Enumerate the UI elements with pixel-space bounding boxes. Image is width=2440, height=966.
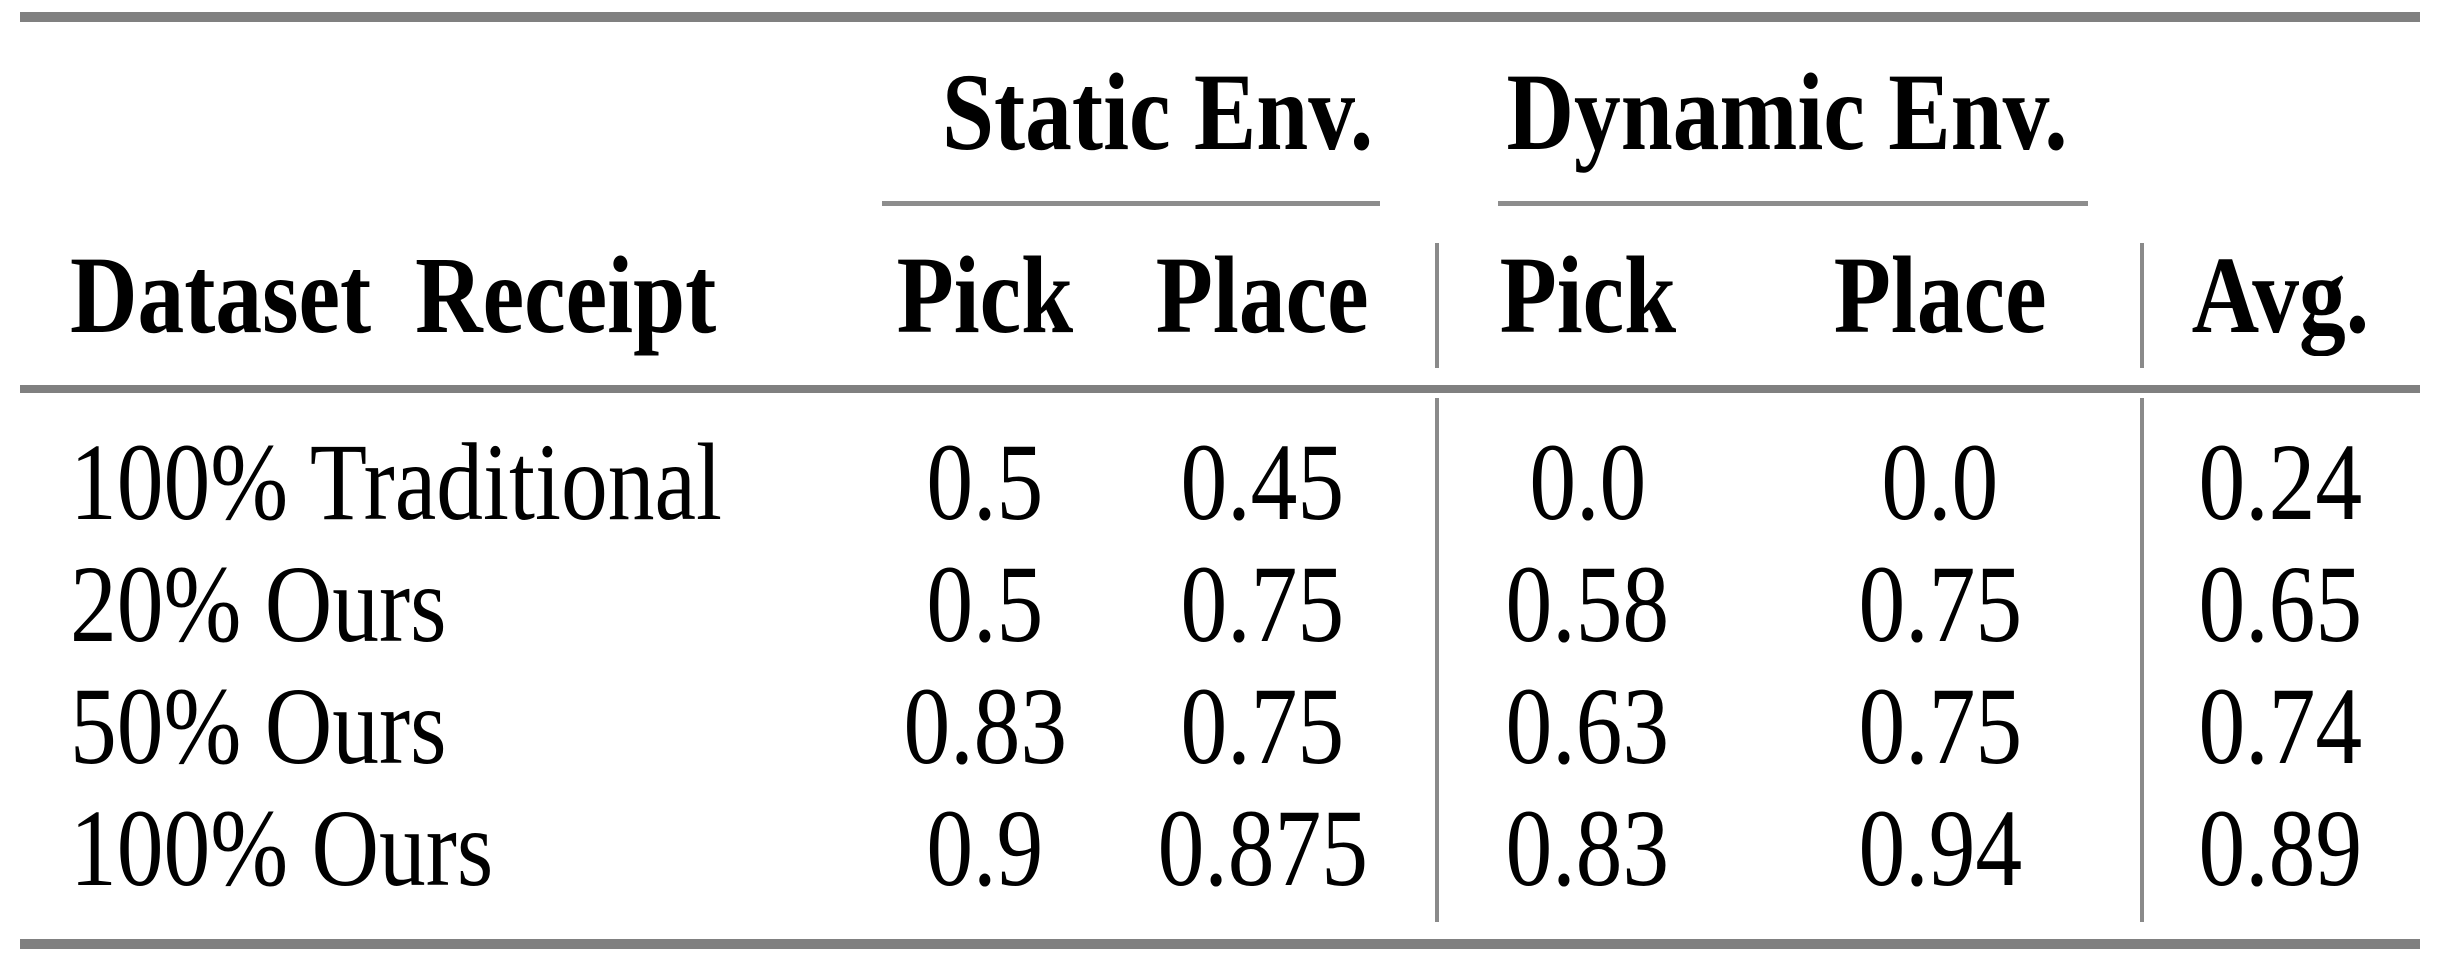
- table-top-rule: [20, 12, 2420, 22]
- col-header-label: Place: [1156, 234, 1369, 356]
- cell-static-place: 0.45: [1090, 421, 1435, 543]
- cell-avg: 0.74: [2140, 665, 2420, 787]
- cell-static-pick: 0.83: [880, 665, 1090, 787]
- cell-text: 0.58: [1505, 543, 1670, 665]
- table-row: 100% Traditional 0.5 0.45 0.0 0.0 0.24: [20, 421, 2420, 543]
- col-group-dynamic-env: Dynamic Env.: [1435, 23, 2140, 200]
- table-mid-rule: [20, 385, 2420, 393]
- static-env-underline-rule: [882, 201, 1380, 206]
- cell-dynamic-place: 0.0: [1740, 421, 2140, 543]
- cell-text: 0.5: [926, 543, 1044, 665]
- cell-dynamic-place: 0.75: [1740, 543, 2140, 665]
- cell-text: 0.94: [1858, 787, 2022, 909]
- col-header-dataset-receipt: Dataset Receipt: [20, 205, 880, 385]
- cell-text: 0.45: [1180, 421, 1345, 543]
- cell-text: 0.9: [926, 787, 1044, 909]
- col-header-label: Avg.: [2191, 234, 2369, 356]
- cell-static-pick: 0.9: [880, 787, 1090, 909]
- cell-text: 0.875: [1157, 787, 1368, 909]
- cell-text: 0.63: [1505, 665, 1670, 787]
- vertical-separator-static-dynamic: [1435, 398, 1439, 922]
- cell-text: 100% Ours: [70, 787, 494, 909]
- cell-text: 0.83: [1505, 787, 1670, 909]
- cell-text: 0.74: [2198, 665, 2362, 787]
- cell-dataset: 20% Ours: [20, 543, 880, 665]
- dynamic-env-underline-rule: [1498, 201, 2088, 206]
- col-header-dynamic-pick: Pick: [1435, 205, 1740, 385]
- cell-avg: 0.89: [2140, 787, 2420, 909]
- cell-text: 0.5: [926, 421, 1044, 543]
- cell-dynamic-pick: 0.0: [1435, 421, 1740, 543]
- col-header-dynamic-place: Place: [1740, 205, 2140, 385]
- cell-dynamic-pick: 0.63: [1435, 665, 1740, 787]
- table-header-row: Dataset Receipt Pick Place Pick Place Av…: [20, 205, 2420, 385]
- cell-text: 20% Ours: [70, 543, 447, 665]
- cell-text: 0.83: [903, 665, 1067, 787]
- cell-static-place: 0.75: [1090, 543, 1435, 665]
- cell-static-pick: 0.5: [880, 543, 1090, 665]
- table-body: 100% Traditional 0.5 0.45 0.0 0.0 0.24 2…: [20, 421, 2420, 909]
- cell-dataset: 100% Traditional: [20, 421, 880, 543]
- col-group-label: Static Env.: [941, 50, 1374, 173]
- col-header-label: Pick: [896, 234, 1074, 356]
- cell-text: 0.89: [2198, 787, 2362, 909]
- table-row: 100% Ours 0.9 0.875 0.83 0.94 0.89: [20, 787, 2420, 909]
- cell-avg: 0.65: [2140, 543, 2420, 665]
- cell-static-place: 0.75: [1090, 665, 1435, 787]
- vertical-separator-dynamic-avg: [2140, 398, 2144, 922]
- cell-text: 0.0: [1529, 421, 1646, 543]
- cell-text: 0.65: [2198, 543, 2362, 665]
- cell-dynamic-place: 0.94: [1740, 787, 2140, 909]
- col-group-static-env: Static Env.: [880, 23, 1435, 200]
- cell-dynamic-pick: 0.83: [1435, 787, 1740, 909]
- cell-dynamic-pick: 0.58: [1435, 543, 1740, 665]
- table-bottom-rule: [20, 939, 2420, 949]
- cell-text: 0.75: [1180, 665, 1345, 787]
- table-row: 50% Ours 0.83 0.75 0.63 0.75 0.74: [20, 665, 2420, 787]
- cell-avg: 0.24: [2140, 421, 2420, 543]
- cell-text: 0.75: [1858, 543, 2022, 665]
- cell-static-place: 0.875: [1090, 787, 1435, 909]
- col-header-static-pick: Pick: [880, 205, 1090, 385]
- cell-text: 0.0: [1881, 421, 1999, 543]
- col-header-avg: Avg.: [2140, 205, 2420, 385]
- cell-text: 50% Ours: [70, 665, 447, 787]
- col-header-label: Pick: [1499, 234, 1676, 356]
- col-group-label: Dynamic Env.: [1506, 50, 2069, 173]
- cell-dataset: 100% Ours: [20, 787, 880, 909]
- cell-text: 100% Traditional: [70, 421, 722, 543]
- cell-text: 0.75: [1180, 543, 1345, 665]
- cell-dataset: 50% Ours: [20, 665, 880, 787]
- col-header-label: Place: [1833, 234, 2047, 356]
- cell-text: 0.24: [2198, 421, 2362, 543]
- vertical-separator-static-dynamic: [1435, 243, 1439, 368]
- vertical-separator-dynamic-avg: [2140, 243, 2144, 368]
- col-header-static-place: Place: [1090, 205, 1435, 385]
- cell-dynamic-place: 0.75: [1740, 665, 2140, 787]
- cell-static-pick: 0.5: [880, 421, 1090, 543]
- table-group-header-row: Static Env. Dynamic Env.: [20, 23, 2420, 200]
- col-header-label: Dataset Receipt: [70, 234, 717, 356]
- table-row: 20% Ours 0.5 0.75 0.58 0.75 0.65: [20, 543, 2420, 665]
- cell-text: 0.75: [1858, 665, 2022, 787]
